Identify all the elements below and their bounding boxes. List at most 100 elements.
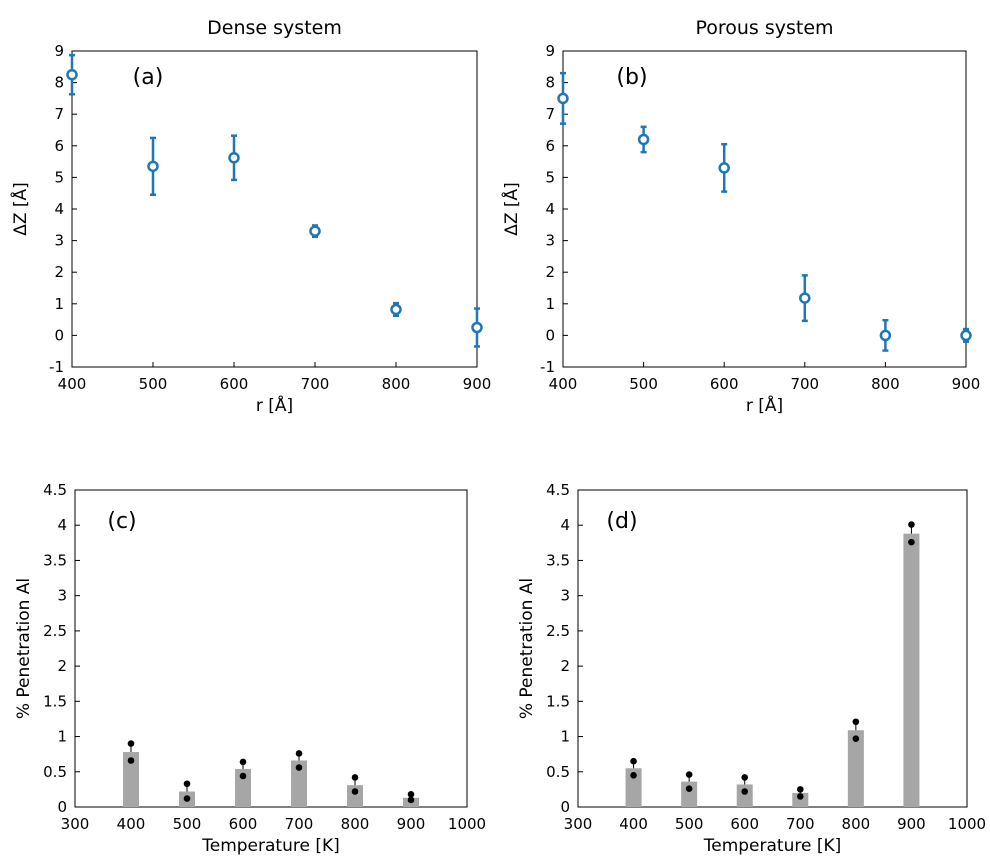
bar bbox=[235, 768, 251, 807]
x-tick-label: 800 bbox=[842, 815, 871, 833]
sample-dot bbox=[239, 772, 247, 780]
y-tick-label: 1.5 bbox=[43, 692, 67, 710]
x-tick-label: 900 bbox=[952, 375, 981, 393]
sample-dot bbox=[852, 735, 860, 742]
chart-title: Dense system bbox=[207, 17, 342, 39]
sample-dot bbox=[852, 718, 860, 726]
y-tick-label: 0 bbox=[545, 326, 555, 344]
bar bbox=[792, 792, 809, 807]
data-point bbox=[471, 321, 483, 334]
chart-title: Porous system bbox=[695, 17, 833, 39]
data-point bbox=[147, 160, 159, 173]
x-axis-label: Temperature [K] bbox=[703, 836, 842, 856]
x-tick-label: 900 bbox=[897, 815, 926, 833]
plot-frame bbox=[577, 489, 968, 808]
bar bbox=[903, 533, 920, 807]
data-point bbox=[66, 68, 78, 81]
panel-label: (c) bbox=[107, 509, 136, 534]
bar bbox=[625, 768, 642, 807]
x-tick-label: 800 bbox=[382, 375, 411, 393]
y-tick-label: 8 bbox=[54, 74, 64, 92]
sample-dot bbox=[908, 521, 915, 528]
chart-b: 400 500 600 700 800 900 -1 0 1 2 3 4 5 6 7 8 9 r [Å] ΔZ [Å… bbox=[500, 17, 980, 416]
data-point bbox=[637, 133, 650, 146]
x-tick-label: 400 bbox=[58, 375, 87, 393]
x-tick-label: 600 bbox=[229, 815, 258, 833]
y-tick-label: 4 bbox=[545, 200, 555, 218]
plot-frame bbox=[562, 50, 967, 368]
data-point bbox=[309, 225, 321, 237]
y-tick-label: 5 bbox=[54, 168, 64, 186]
y-tick-label: 9 bbox=[54, 42, 64, 60]
panel-label: (b) bbox=[616, 65, 647, 90]
y-tick-label: 4.5 bbox=[546, 481, 570, 499]
bar bbox=[847, 730, 864, 807]
y-axis-label: % Penetration Al bbox=[14, 578, 34, 719]
y-tick-label: 5 bbox=[545, 168, 555, 186]
x-tick-label: 300 bbox=[61, 815, 90, 833]
y-tick-label: 1 bbox=[560, 728, 570, 746]
x-tick-label: 800 bbox=[871, 375, 900, 393]
y-tick-label: 8 bbox=[545, 74, 555, 92]
y-tick-label: -1 bbox=[49, 358, 64, 376]
x-tick-label: 300 bbox=[564, 815, 593, 833]
sample-dot bbox=[685, 771, 693, 778]
bar bbox=[123, 752, 139, 807]
sample-dot bbox=[630, 772, 637, 779]
y-tick-label: 1 bbox=[54, 295, 64, 313]
y-tick-label: 9 bbox=[545, 42, 555, 60]
x-tick-label: 500 bbox=[629, 375, 658, 393]
sample-dot bbox=[796, 786, 804, 793]
sample-dot bbox=[351, 788, 359, 795]
y-tick-label: 6 bbox=[54, 137, 64, 155]
chart-a: 400 500 600 700 800 900 -1 0 1 2 3 4 5 6 7 8 9 r [Å] ΔZ [Å… bbox=[9, 17, 491, 416]
x-tick-label: 500 bbox=[173, 815, 202, 833]
y-tick-label: 4.5 bbox=[43, 481, 67, 499]
y-tick-label: -1 bbox=[540, 358, 555, 376]
y-tick-label: 7 bbox=[54, 105, 64, 123]
y-tick-label: 3.5 bbox=[546, 551, 570, 569]
y-tick-label: 1 bbox=[545, 295, 555, 313]
sample-dot bbox=[127, 757, 135, 764]
y-tick-label: 1.5 bbox=[546, 692, 570, 710]
data-point bbox=[879, 329, 892, 342]
x-tick-label: 600 bbox=[730, 815, 759, 833]
chart-c: 300 400 500 600 700 800 900 1000 0 0.5 1 1.5 2 2.5 3 3.… bbox=[14, 481, 486, 856]
y-tick-label: 2.5 bbox=[546, 622, 570, 640]
bar bbox=[736, 784, 753, 807]
sample-dot bbox=[239, 758, 247, 766]
sample-dot bbox=[407, 796, 415, 804]
y-tick-label: 4 bbox=[54, 200, 64, 218]
y-tick-label: 3 bbox=[545, 232, 555, 250]
x-tick-label: 600 bbox=[710, 375, 739, 393]
sample-dot bbox=[908, 538, 915, 546]
y-tick-label: 0.5 bbox=[546, 763, 570, 781]
y-tick-label: 2.5 bbox=[43, 622, 67, 640]
y-tick-label: 4 bbox=[57, 516, 67, 534]
x-tick-label: 600 bbox=[220, 375, 249, 393]
data-point bbox=[390, 303, 402, 316]
x-tick-label: 1000 bbox=[948, 815, 986, 833]
y-tick-label: 7 bbox=[545, 105, 555, 123]
data-point bbox=[228, 152, 240, 164]
y-axis-label: ΔZ [Å] bbox=[500, 182, 522, 236]
sample-dot bbox=[796, 793, 804, 800]
x-tick-label: 500 bbox=[139, 375, 168, 393]
plot-frame bbox=[74, 489, 468, 808]
bar bbox=[291, 760, 307, 807]
x-tick-label: 800 bbox=[341, 815, 370, 833]
y-tick-label: 2 bbox=[54, 263, 64, 281]
y-tick-label: 3 bbox=[560, 587, 570, 605]
x-axis-label: r [Å] bbox=[256, 394, 293, 416]
x-tick-label: 400 bbox=[549, 375, 578, 393]
y-tick-label: 3.5 bbox=[43, 551, 67, 569]
x-axis-label: r [Å] bbox=[746, 394, 783, 416]
panel-label: (d) bbox=[606, 509, 637, 534]
x-tick-label: 700 bbox=[301, 375, 330, 393]
panel-label: (a) bbox=[133, 65, 164, 90]
y-tick-label: 6 bbox=[545, 137, 555, 155]
sample-dot bbox=[351, 774, 359, 781]
x-tick-label: 700 bbox=[790, 375, 819, 393]
y-tick-label: 3 bbox=[54, 232, 64, 250]
